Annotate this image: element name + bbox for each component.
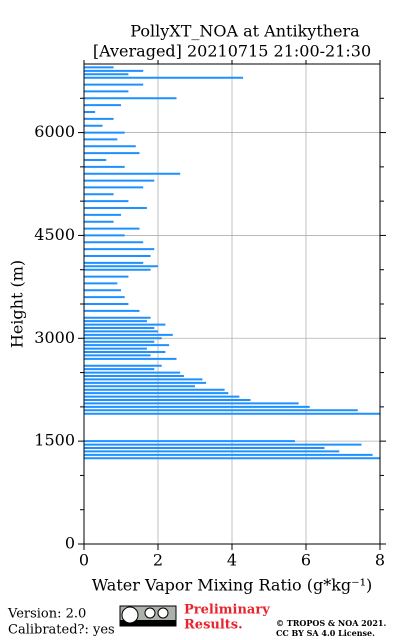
y-tick-label: 0	[65, 534, 75, 553]
x-tick-label: 2	[153, 551, 163, 570]
y-tick-label: 6000	[34, 122, 75, 141]
copyright: © TROPOS & NOA 2021.	[276, 618, 386, 628]
x-tick-label: 4	[227, 551, 237, 570]
x-tick-label: 0	[79, 551, 89, 570]
chart-subtitle: [Averaged] 20210715 21:00-21:30	[93, 42, 371, 61]
y-tick-label: 1500	[34, 431, 75, 450]
y-axis-label: Height (m)	[8, 260, 27, 348]
x-axis-label: Water Vapor Mixing Ratio (g*kg⁻¹)	[92, 576, 372, 595]
y-tick-label: 3000	[34, 328, 75, 347]
chart-title: PollyXT_NOA at Antikythera	[130, 22, 360, 41]
cc-badge	[119, 605, 177, 627]
x-tick-label: 8	[375, 551, 385, 570]
copyright: CC BY SA 4.0 License.	[276, 628, 375, 638]
calibrated: Calibrated?: yes	[8, 623, 115, 638]
version: Version: 2.0	[7, 607, 86, 622]
plot-frame	[83, 63, 381, 545]
preliminary: Preliminary	[184, 603, 270, 618]
preliminary: Results.	[184, 618, 243, 633]
y-tick-label: 4500	[34, 225, 75, 244]
x-tick-label: 6	[301, 551, 311, 570]
